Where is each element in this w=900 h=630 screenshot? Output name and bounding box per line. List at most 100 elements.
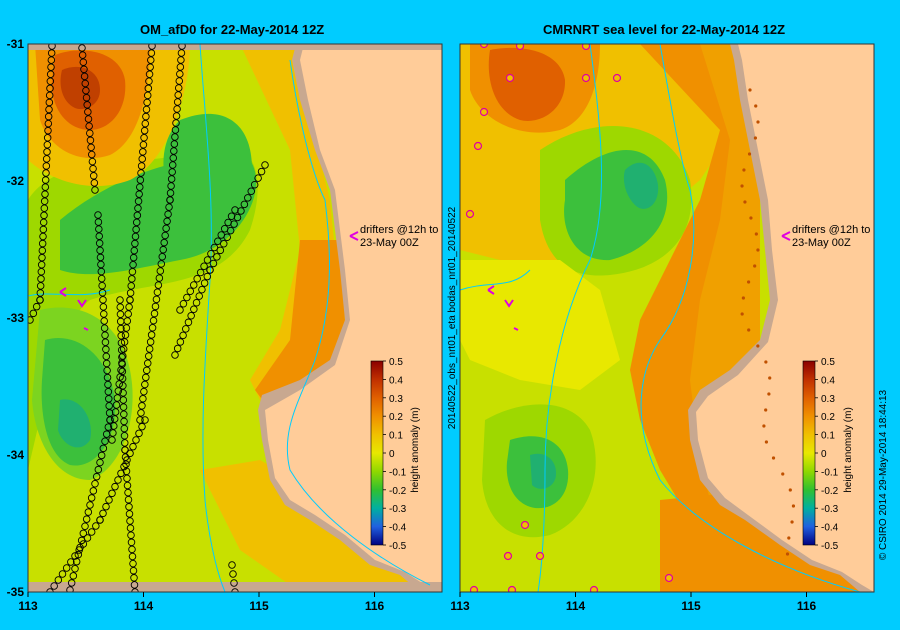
- drifter-marker: [149, 316, 158, 325]
- drifter-marker: [136, 183, 144, 191]
- drifter-marker: [95, 232, 103, 240]
- drifter-marker: [125, 303, 133, 311]
- drifter-marker: [261, 161, 269, 169]
- drifter-marker: [240, 200, 249, 209]
- drifter-marker: [114, 476, 122, 484]
- drifter-marker: [183, 293, 191, 302]
- drifter-marker: [78, 44, 86, 52]
- observation-marker: [589, 585, 599, 592]
- drifter-marker: [45, 98, 54, 107]
- drifter-marker: [96, 516, 104, 524]
- drifter-marker: [140, 126, 149, 135]
- drifter-marker: [148, 323, 157, 332]
- drifter-marker: [104, 387, 113, 396]
- drifter-marker: [146, 63, 154, 71]
- drifter-marker: [37, 275, 45, 283]
- drifter-marker: [137, 162, 146, 170]
- colorbar-tick-label: -0.5: [821, 541, 839, 552]
- right-frame: [459, 43, 875, 593]
- drifter-marker: [131, 588, 139, 592]
- drifter-marker: [43, 148, 51, 156]
- drifter-marker: [117, 324, 125, 333]
- right-eddy-north-core: [623, 162, 659, 209]
- coastal-obs-marker: [788, 488, 792, 492]
- drifter-marker: [132, 436, 140, 444]
- drifter-marker: [187, 312, 195, 320]
- drifter-marker: [116, 303, 124, 311]
- drifter-marker: [119, 381, 127, 390]
- right-isobath-2: [537, 44, 603, 592]
- drifter-marker: [160, 238, 168, 247]
- drifter-marker: [47, 49, 56, 57]
- drifter-marker: [129, 260, 137, 269]
- drifter-marker: [121, 439, 129, 447]
- right-panel-title: CMRNRT sea level for 22-May-2014 12Z: [543, 22, 786, 37]
- drifter-marker: [67, 558, 75, 566]
- colorbar-tick-label: 0: [389, 449, 395, 460]
- drifter-marker: [173, 344, 182, 353]
- drifter-marker: [87, 150, 96, 159]
- observation-marker: [664, 573, 674, 583]
- drifter-marker: [98, 281, 106, 290]
- drifter-marker: [257, 167, 266, 176]
- drifter-marker: [75, 546, 83, 554]
- drifter-marker: [97, 274, 106, 283]
- right-colorbar-label: height anomaly (m): [843, 407, 854, 493]
- drifter-marker: [36, 296, 44, 304]
- right-isobath-3: [460, 269, 531, 291]
- lat-tick-label: -34: [7, 448, 25, 462]
- lon-tick-label: 114: [134, 599, 154, 613]
- drifter-marker: [128, 268, 137, 276]
- drifter-marker: [200, 262, 208, 271]
- colorbar-tick-label: 0.5: [821, 357, 835, 368]
- drifter-marker: [179, 331, 187, 340]
- observation-marker: [535, 551, 545, 561]
- drifter-marker: [186, 287, 195, 296]
- left-isobath-1: [199, 44, 226, 592]
- right-colorbar: 0.5 0.4 0.3 0.2 0.1 0 -0.1 -0.2 -0.3 -0.4 -0.5 hei…: [802, 357, 854, 552]
- colorbar-tick-label: -0.2: [389, 486, 407, 497]
- observation-marker: [479, 44, 489, 49]
- coastal-obs-marker: [785, 552, 790, 556]
- drifter-marker: [162, 224, 170, 233]
- drifter-marker: [87, 494, 96, 502]
- drifter-marker: [166, 196, 174, 204]
- observation-marker: [479, 107, 489, 117]
- right-warm-inner: [488, 47, 566, 121]
- drifter-marker: [80, 72, 89, 81]
- drifter-marker: [81, 522, 89, 531]
- drifter-marker: [132, 225, 140, 234]
- right-eddy-south-core: [530, 453, 557, 489]
- drifter-marker: [116, 317, 125, 326]
- drifter-marker: [98, 289, 107, 297]
- lat-tick-label: -32: [7, 174, 25, 188]
- drifter-marker: [144, 84, 153, 93]
- drifter-marker: [40, 204, 49, 213]
- drifter-marker: [227, 212, 236, 220]
- drifter-marker: [196, 268, 205, 277]
- drifter-marker: [244, 194, 252, 202]
- observation-marker: [520, 520, 530, 530]
- drifter-marker: [137, 169, 145, 177]
- drifter-marker: [150, 309, 159, 318]
- drifter-marker: [99, 303, 108, 311]
- drifter-marker: [42, 155, 51, 163]
- drifter-marker: [233, 213, 242, 222]
- drifter-marker: [209, 259, 218, 268]
- drifter-marker: [72, 557, 81, 566]
- drifter-marker: [67, 579, 76, 587]
- drifter-marker: [29, 309, 38, 318]
- observation-marker: [507, 585, 517, 592]
- drifter-marker: [106, 416, 114, 424]
- drifter-marker: [82, 86, 90, 95]
- drifter-marker: [151, 302, 160, 311]
- drifter-marker: [126, 289, 135, 297]
- right-drifter-legend-arrow: [781, 231, 791, 241]
- colorbar-tick-label: 0.2: [821, 412, 835, 423]
- drifter-marker: [220, 224, 229, 233]
- drifter-marker: [143, 366, 151, 375]
- drifter-marker: [120, 338, 129, 346]
- drifter-marker: [229, 570, 237, 578]
- drifter-marker: [66, 586, 74, 592]
- coastal-obs-marker: [740, 184, 744, 188]
